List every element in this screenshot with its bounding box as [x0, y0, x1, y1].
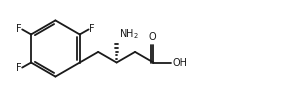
- Text: F: F: [16, 24, 21, 34]
- Text: O: O: [149, 32, 156, 42]
- Text: OH: OH: [172, 58, 187, 68]
- Text: NH$_2$: NH$_2$: [119, 27, 138, 41]
- Text: F: F: [89, 24, 95, 34]
- Text: F: F: [16, 63, 21, 73]
